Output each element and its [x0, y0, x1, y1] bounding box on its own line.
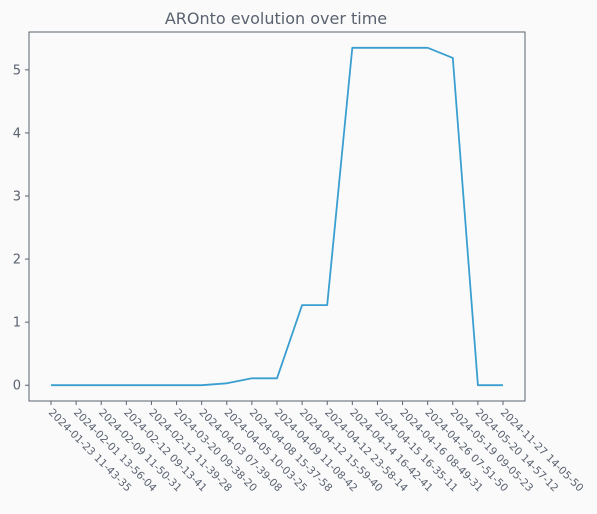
- plot-frame: [28, 31, 526, 402]
- y-axis: 0 1 2 3 4 5: [13, 63, 29, 394]
- y-tick-label: 5: [13, 63, 21, 78]
- y-tick-label: 1: [13, 316, 21, 331]
- y-tick-label: 4: [13, 126, 21, 141]
- axes: [28, 31, 526, 402]
- chart-title: AROnto evolution over time: [165, 9, 387, 28]
- y-tick-label: 2: [13, 253, 21, 268]
- y-tick-label: 3: [13, 190, 21, 205]
- series-group: [51, 46, 503, 387]
- series-line-0: [51, 46, 503, 387]
- y-tick-label: 0: [13, 379, 21, 394]
